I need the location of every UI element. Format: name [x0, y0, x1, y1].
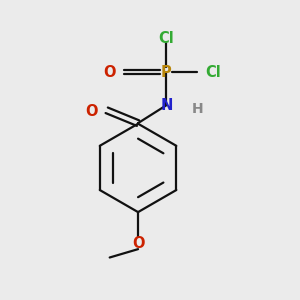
Text: O: O — [132, 236, 144, 251]
Text: P: P — [161, 65, 172, 80]
Text: O: O — [103, 65, 116, 80]
Text: Cl: Cl — [205, 65, 221, 80]
Text: N: N — [160, 98, 172, 113]
Text: H: H — [192, 102, 203, 116]
Text: O: O — [85, 104, 98, 119]
Text: Cl: Cl — [158, 31, 174, 46]
